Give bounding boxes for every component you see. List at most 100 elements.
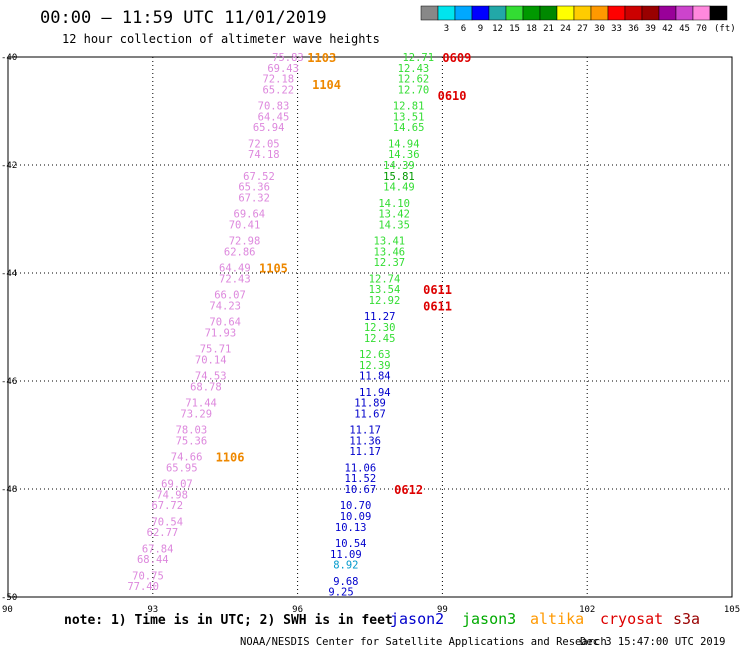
colorbar-tick-label: 33 (611, 24, 622, 34)
colorbar-tick-label: 30 (594, 24, 605, 34)
pass-time-label: 0610 (438, 89, 467, 103)
swh-label-jason3: 12.43 (398, 63, 430, 75)
colorbar-swatch (420, 5, 439, 21)
swh-label-altika: 74.23 (209, 300, 241, 312)
swh-label-jason3: 12.92 (369, 295, 401, 307)
colorbar-legend: 3 6 9 12 15 18 21 24 27 30 33 36 39 42 45 70 (ft) (420, 5, 736, 34)
swh-label-altika: 74.98 (156, 489, 188, 501)
footer-note: note: 1) Time is in UTC; 2) SWH is in fe… (64, 613, 393, 628)
y-tick-label: -40 (1, 53, 17, 63)
swh-label-jason3: 12.39 (359, 360, 391, 372)
colorbar-tick-label: 21 (543, 24, 554, 34)
colorbar-swatch (437, 5, 456, 21)
swh-label-jason3: 14.39 (383, 160, 415, 172)
swh-label-altika: 77.40 (127, 581, 159, 593)
colorbar-swatch (607, 5, 626, 21)
swh-label-altika: 78.03 (176, 425, 208, 437)
swh-label-altika: 67.72 (151, 500, 183, 512)
colorbar-swatch (505, 5, 524, 21)
colorbar-swatch (556, 5, 575, 21)
swh-label-jason2: 11.89 (354, 398, 386, 410)
swh-label-altika: 64.45 (258, 111, 290, 123)
swh-label-altika: 72.18 (262, 74, 294, 86)
colorbar-unit: (ft) (714, 24, 736, 34)
swh-label-altika: 69.64 (234, 209, 266, 221)
swh-label-altika: 73.29 (180, 408, 212, 420)
swh-label-jason3: 12.62 (398, 74, 430, 86)
legend-jason2: jason2 (390, 610, 444, 628)
x-tick-label: 102 (579, 605, 595, 615)
y-tick-label: -48 (1, 485, 17, 495)
swh-label-altika: 69.43 (267, 63, 299, 75)
swh-label-jason2: 11.17 (349, 425, 381, 437)
colorbar-tick-label: 15 (509, 24, 520, 34)
swh-label-altika: 75.83 (272, 52, 304, 64)
y-tick-label: -42 (1, 161, 17, 171)
colorbar-swatch (624, 5, 643, 21)
swh-label-altika: 70.83 (258, 101, 290, 113)
colorbar-swatch (471, 5, 490, 21)
swh-label-altika: 70.14 (195, 354, 227, 366)
swh-label-altika: 74.66 (171, 452, 203, 464)
swh-label-altika: 64.49 (219, 263, 251, 275)
swh-label-jason3: 12.71 (402, 52, 434, 64)
swh-label-jason3: 14.65 (393, 122, 425, 134)
colorbar-swatch (658, 5, 677, 21)
colorbar-tick-label: 18 (526, 24, 537, 34)
swh-label-jason2: 11.36 (349, 435, 381, 447)
pass-time-label: 1104 (312, 78, 341, 92)
swh-label-altika: 74.53 (195, 371, 227, 383)
colorbar-tick-label: 36 (628, 24, 639, 34)
swh-label-altika: 72.98 (229, 236, 261, 248)
swh-label-altika: 67.84 (142, 543, 174, 555)
colorbar-tick-label: 12 (492, 24, 503, 34)
swh-label-jason2: 11.52 (345, 473, 377, 485)
swh-label-altika: 75.71 (200, 344, 232, 356)
swh-label-altika: 62.77 (147, 527, 179, 539)
swh-label-altika: 72.43 (219, 273, 251, 285)
colorbar-tick-label: 3 (444, 24, 449, 34)
swh-label-jason3: 12.81 (393, 101, 425, 113)
time-labels: 1103 1104 1105 1106 0609 0610 0611 0611 0612 (216, 51, 472, 497)
swh-label-jason2: 9.25 (328, 587, 353, 599)
swh-label-altika: 65.36 (238, 182, 270, 194)
x-tick-label: 90 (2, 605, 13, 615)
legend-altika: altika (530, 610, 584, 628)
swh-label-jason3: 13.54 (369, 284, 401, 296)
swh-label-jason3: 13.51 (393, 111, 425, 123)
swh-label-jason2: 10.09 (340, 511, 372, 523)
pass-time-label: 0611 (423, 299, 452, 313)
swh-label-jason2: 11.27 (364, 311, 396, 323)
colorbar-swatch (590, 5, 609, 21)
colorbar-tick-label: 24 (560, 24, 571, 34)
colorbar-tick-label: 42 (662, 24, 673, 34)
legend-s3a: s3a (673, 610, 700, 628)
colorbar-swatch (522, 5, 541, 21)
swh-label-jason3: 12.70 (398, 84, 430, 96)
swh-label-jason3: 12.45 (364, 333, 396, 345)
swh-label-jason3: 12.30 (364, 322, 396, 334)
swh-label-altika: 62.86 (224, 246, 256, 258)
plot-frame (7, 56, 733, 598)
swh-label-jason2: 11.17 (349, 446, 381, 458)
swh-label-jason3: 14.94 (388, 138, 420, 150)
swh-label-jason3: 14.49 (383, 182, 415, 194)
colorbar-tick-label: 9 (478, 24, 483, 34)
colorbar-swatch (454, 5, 473, 21)
swh-label-jason2: 11.06 (345, 462, 377, 474)
colorbar-swatch (709, 5, 728, 21)
swh-label-altika: 70.75 (132, 570, 164, 582)
swh-label-jason2: 11.67 (354, 408, 386, 420)
x-tick-label: 93 (147, 605, 158, 615)
colorbar-tick-label: 45 (679, 24, 690, 34)
swh-label-altika: 75.36 (176, 435, 208, 447)
swh-label-jason2: 10.67 (345, 484, 377, 496)
colorbar-swatch (692, 5, 711, 21)
swh-label-jason2: 8.92 (333, 560, 358, 572)
y-tick-label: -50 (1, 593, 17, 603)
legend-cryosat: cryosat (600, 610, 663, 628)
swh-label-altika: 70.54 (151, 516, 183, 528)
swh-label-jason2: 9.68 (333, 576, 358, 588)
swh-label-jason3: 14.10 (378, 198, 410, 210)
grid-lines (8, 57, 732, 597)
